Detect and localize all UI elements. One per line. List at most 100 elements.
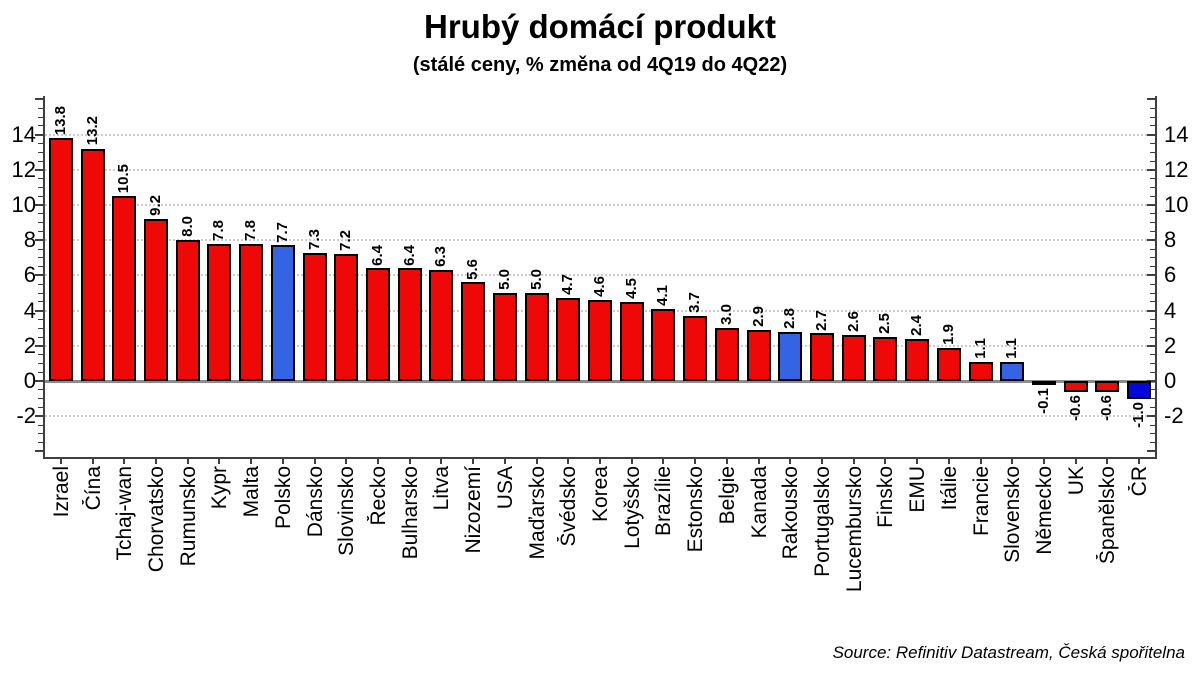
bar-UK [1063, 381, 1088, 392]
bar-value-label-Kanada: 2.9 [749, 306, 767, 327]
y-tick [1150, 371, 1155, 373]
y-tick [38, 336, 43, 338]
category-label-Estonsko: Estonsko [684, 466, 708, 553]
x-tick-Řecko [377, 459, 379, 464]
category-label-UK: UK [1064, 466, 1088, 496]
x-axis [43, 457, 1157, 459]
y-tick [38, 222, 43, 224]
x-tick-Lucembursko [852, 459, 855, 464]
bar-value-label-Brazílie: 4.1 [654, 284, 672, 306]
x-tick-Švédsko [567, 459, 570, 464]
x-tick-Tchaj-wan [123, 459, 126, 464]
y-axis-label-left-10: 10 [11, 192, 36, 217]
y-tick [38, 142, 43, 144]
x-tick-ČR [1138, 459, 1141, 464]
y-tick [1150, 107, 1155, 109]
category-label-Izrael: Izrael [49, 466, 73, 518]
category-label-Tchaj-wan: Tchaj-wan [113, 466, 137, 561]
y-tick [1150, 362, 1155, 364]
category-label-Lucembursko: Lucembursko [842, 466, 866, 593]
x-tick-Portugalsko [821, 459, 823, 464]
x-tick-Itálie [947, 459, 950, 464]
y-tick [35, 239, 43, 242]
bar-Řecko [366, 268, 390, 381]
y-tick [38, 301, 43, 303]
bar-Čína [80, 148, 105, 381]
y-tick [38, 230, 43, 232]
bar-value-label-Rumunsko: 8.0 [178, 216, 196, 238]
y-axis-label-right-2: 2 [1164, 332, 1177, 358]
bar-Itálie [936, 347, 961, 381]
x-tick-Francie [979, 459, 982, 464]
bar-Chorvatsko [144, 219, 168, 381]
y-tick [1150, 160, 1155, 162]
y-tick [38, 442, 43, 444]
y-axis-right [1155, 96, 1157, 459]
category-label-Rakousko: Rakousko [779, 466, 803, 560]
category-label-Německo: Německo [1033, 466, 1056, 555]
y-axis-label-left-6: 6 [23, 262, 36, 288]
y-axis-label-left-12: 12 [11, 156, 36, 182]
bar-USA [492, 293, 517, 381]
y-axis-label-left--2: -2 [16, 403, 36, 429]
chart-subtitle: (stálé ceny, % změna od 4Q19 do 4Q22) [412, 54, 788, 76]
bar-Dánsko [302, 252, 327, 381]
bar-Litva [429, 270, 454, 381]
bar-value-label-Lotyšsko: 4.5 [622, 277, 640, 299]
y-tick [35, 168, 43, 171]
bar-value-label-Nizozemí: 5.6 [464, 258, 482, 280]
y-tick [38, 257, 43, 259]
x-tick-UK [1074, 459, 1077, 464]
y-tick [1147, 98, 1155, 101]
bar-Tchaj-wan [112, 196, 137, 381]
category-label-EMU: EMU [906, 466, 930, 513]
bar-Lotyšsko [619, 301, 644, 381]
y-tick [38, 354, 43, 356]
bar-value-label-Belgie: 3.0 [717, 304, 735, 326]
category-label-Nizozemí: Nizozemí [462, 466, 486, 554]
x-tick-Izrael [59, 459, 62, 464]
gridline--2 [45, 415, 1155, 418]
bar-value-label-Chorvatsko: 9.2 [147, 195, 164, 217]
x-tick-Polsko [281, 459, 284, 464]
bar-value-label-Dánsko: 7.3 [305, 228, 323, 250]
y-tick [35, 380, 43, 382]
x-tick-Rakousko [789, 459, 792, 464]
bar-EMU [905, 338, 930, 381]
y-tick [38, 424, 43, 426]
x-tick-Kanada [757, 459, 760, 464]
category-label-Malta: Malta [240, 466, 264, 518]
bar-Lucembursko [841, 335, 866, 381]
bar-value-label-Švédsko: 4.7 [559, 274, 577, 296]
x-tick-Maďarsko [535, 459, 538, 464]
category-label-Brazílie: Brazílie [652, 466, 676, 537]
x-tick-EMU [916, 459, 919, 464]
y-tick [1147, 274, 1155, 277]
y-tick [1150, 354, 1155, 356]
x-tick-Brazílie [662, 459, 665, 464]
x-tick-Slovinsko [345, 459, 348, 464]
y-tick [1150, 406, 1155, 408]
y-tick [38, 318, 43, 320]
bar-Slovinsko [334, 254, 359, 381]
y-tick [35, 450, 43, 453]
y-tick [35, 309, 43, 312]
category-label-Litva: Litva [430, 466, 454, 511]
bar-value-label-Řecko: 6.4 [369, 244, 386, 266]
y-tick [38, 160, 43, 162]
gridline-6 [45, 274, 1155, 277]
category-label-Švédsko: Švédsko [557, 466, 581, 547]
y-tick [1147, 133, 1155, 136]
x-tick-Bulharsko [408, 459, 411, 464]
bar-Německo [1032, 381, 1056, 385]
x-tick-Malta [250, 459, 253, 464]
y-tick [1147, 450, 1155, 453]
bar-value-label-Francie: 1.1 [971, 337, 989, 359]
category-label-Kypr: Kypr [208, 466, 232, 510]
category-label-Itálie: Itálie [937, 466, 961, 511]
y-tick [38, 195, 43, 197]
bar-value-label-Slovensko: 1.1 [1003, 337, 1021, 359]
bar-Portugalsko [810, 333, 834, 381]
bar-value-label-Čína: 13.2 [83, 116, 101, 146]
y-tick [1150, 248, 1155, 250]
